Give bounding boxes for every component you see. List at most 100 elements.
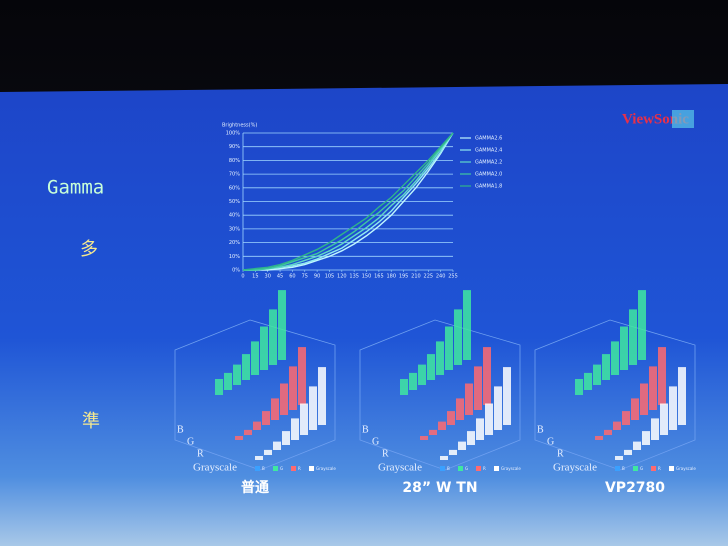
panel-bar [233,364,241,385]
panel-frame [359,319,521,471]
panel-bar [467,431,475,445]
panel-bar [260,326,268,370]
panel-bar [298,347,306,405]
panel-bar [640,383,648,415]
panel-legend-label: R [658,466,661,471]
panel-axis-label: B [537,424,544,435]
panel-bar [289,366,297,410]
panel-legend-swatch [255,466,260,471]
panel-axis-label: Grayscale [378,462,422,474]
panel-legend-label: B [622,466,625,471]
gamma-curve [242,132,454,271]
y-tick-label: 30% [229,226,240,232]
panel-bar [483,347,491,405]
panel-legend-swatch [309,466,314,471]
panel-axis-label: R [382,448,389,459]
panel-bar [273,441,281,450]
panel-legend-label: G [640,466,643,471]
y-tick-label: 10% [229,254,240,260]
panel-bar [658,347,666,405]
panel-axis-label: R [557,448,564,459]
panel-bar [427,354,435,380]
panel-bar [309,386,317,430]
y-tick-label: 60% [229,185,240,191]
panel-legend-swatch [651,466,656,471]
panel-bar [620,326,628,370]
panel-bar [503,367,511,425]
panel-bar [269,309,277,365]
panel-bar [629,309,637,365]
panel-bar [242,354,250,380]
x-tick-label: 0 [241,274,244,280]
panel-legend-swatch [476,466,481,471]
panel-bar [485,403,493,435]
panel-caption: VP2780 [605,480,665,496]
x-tick-label: 75 [302,274,308,280]
panel-bar [300,403,308,435]
gamma-curve [243,132,454,271]
x-tick-label: 120 [337,274,347,280]
panel-bar [253,421,261,430]
y-tick-label: 70% [229,172,240,178]
panel-bar [440,456,448,460]
panel-bar [438,421,446,430]
panel-bar [604,429,612,435]
panel-bar [465,383,473,415]
panel-bar [463,290,471,360]
panel-bar [613,421,621,430]
x-tick-label: 240 [436,274,446,280]
panel-caption: 普通 [241,479,269,496]
panel-bar [271,398,279,420]
x-tick-label: 225 [424,274,434,280]
heading: Gamma [47,177,104,199]
panel-bar [409,372,417,390]
panel-legend-label: Grayscale [501,466,521,471]
panel-legend-label: Grayscale [316,466,336,471]
y-tick-label: 90% [229,144,240,150]
panel-bar [575,379,583,395]
panel-bar [593,364,601,385]
panel-bar [235,436,243,440]
panel-legend-swatch [633,466,638,471]
panel-caption: 28” W TN [402,480,477,496]
panel-legend-swatch [273,466,278,471]
x-tick-label: 255 [448,274,458,280]
panel-legend-label: B [447,466,450,471]
panel-bar [264,449,272,455]
logo [672,110,694,128]
panel-bar [291,418,299,440]
panel-axis-label: B [177,424,184,435]
panel-bar [631,398,639,420]
panel-bar [611,341,619,375]
panel-bar [678,367,686,425]
panel-bar [454,309,462,365]
panel-legend-label: R [483,466,486,471]
panel-bar [255,456,263,460]
panel-bar [622,411,630,425]
panel-axis-label: Grayscale [193,462,237,474]
panel-bar [436,341,444,375]
gamma-curve [243,132,454,271]
legend-label: GAMMA2.0 [475,172,502,178]
x-tick-label: 180 [386,274,396,280]
panel-bar [494,386,502,430]
y-tick-label: 0% [232,268,240,274]
y-axis-label: Brightness(%) [222,123,257,129]
panel-bar [449,449,457,455]
x-tick-label: 165 [374,274,384,280]
panel-bar [278,290,286,360]
panel-legend-label: G [465,466,468,471]
panel-bar [638,290,646,360]
legend-label: GAMMA2.4 [475,148,502,154]
panel-legend-label: B [262,466,265,471]
legend-label: GAMMA2.2 [475,160,502,166]
panel-bar [649,366,657,410]
panel-bar [476,418,484,440]
panel-bar [447,411,455,425]
panel-legend-swatch [291,466,296,471]
panel-bar [602,354,610,380]
panel-bar [244,429,252,435]
panel-axis-label: G [187,436,194,447]
